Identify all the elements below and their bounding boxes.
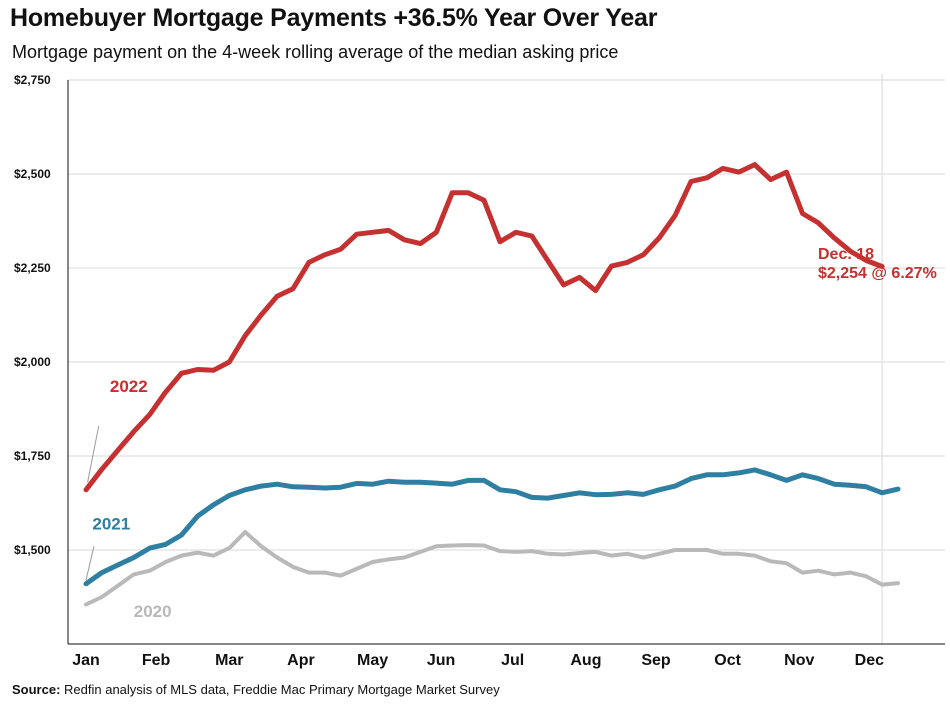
- y-tick-label: $2,250: [14, 261, 51, 275]
- x-tick-label: Nov: [784, 652, 814, 669]
- series-lines: [83, 162, 901, 607]
- grid-lines: [68, 74, 945, 644]
- source-note: Source: Redfin analysis of MLS data, Fre…: [12, 682, 500, 697]
- end-annotation: Dec. 18 $2,254 @ 6.27%: [818, 246, 937, 282]
- y-tick-label: $1,750: [14, 449, 51, 463]
- series-leader-2021: [85, 546, 95, 581]
- series-line-2020: [84, 530, 900, 607]
- x-tick-label: Oct: [714, 652, 741, 669]
- source-text: Redfin analysis of MLS data, Freddie Mac…: [64, 682, 500, 697]
- x-tick-label: Jan: [72, 652, 100, 669]
- x-tick-label: Aug: [570, 652, 601, 669]
- x-tick-label: Jun: [427, 652, 455, 669]
- series-label-2022: 2022: [110, 377, 148, 396]
- y-tick-label: $2,000: [14, 355, 51, 369]
- chart-subtitle: Mortgage payment on the 4-week rolling a…: [12, 42, 619, 62]
- y-tick-label: $2,750: [14, 73, 51, 87]
- x-tick-label: Mar: [215, 652, 243, 669]
- series-line-2022: [83, 162, 885, 493]
- series-labels: 2020 2021 2022: [85, 377, 172, 621]
- x-tick-label: Sep: [641, 652, 671, 669]
- y-tick-label: $2,500: [14, 167, 51, 181]
- x-tick-label: Jul: [501, 652, 524, 669]
- annotation-date: Dec. 18: [818, 246, 874, 263]
- x-tick-label: May: [357, 652, 388, 669]
- series-line-2021: [83, 467, 901, 587]
- series-label-2020: 2020: [134, 602, 172, 621]
- source-label: Source:: [12, 682, 61, 697]
- series-leader-2022: [87, 425, 100, 483]
- y-tick-label: $1,500: [14, 543, 51, 557]
- x-tick-label: Dec: [855, 652, 884, 669]
- x-tick-label: Apr: [287, 652, 315, 669]
- annotation-value: $2,254 @ 6.27%: [818, 265, 937, 282]
- series-label-2021: 2021: [92, 514, 130, 533]
- axes: $1,500 $1,750 $2,000 $2,250 $2,500 $2,750 Jan F…: [14, 73, 945, 669]
- x-tick-label: Feb: [142, 652, 171, 669]
- chart-title: Homebuyer Mortgage Payments +36.5% Year …: [10, 4, 658, 32]
